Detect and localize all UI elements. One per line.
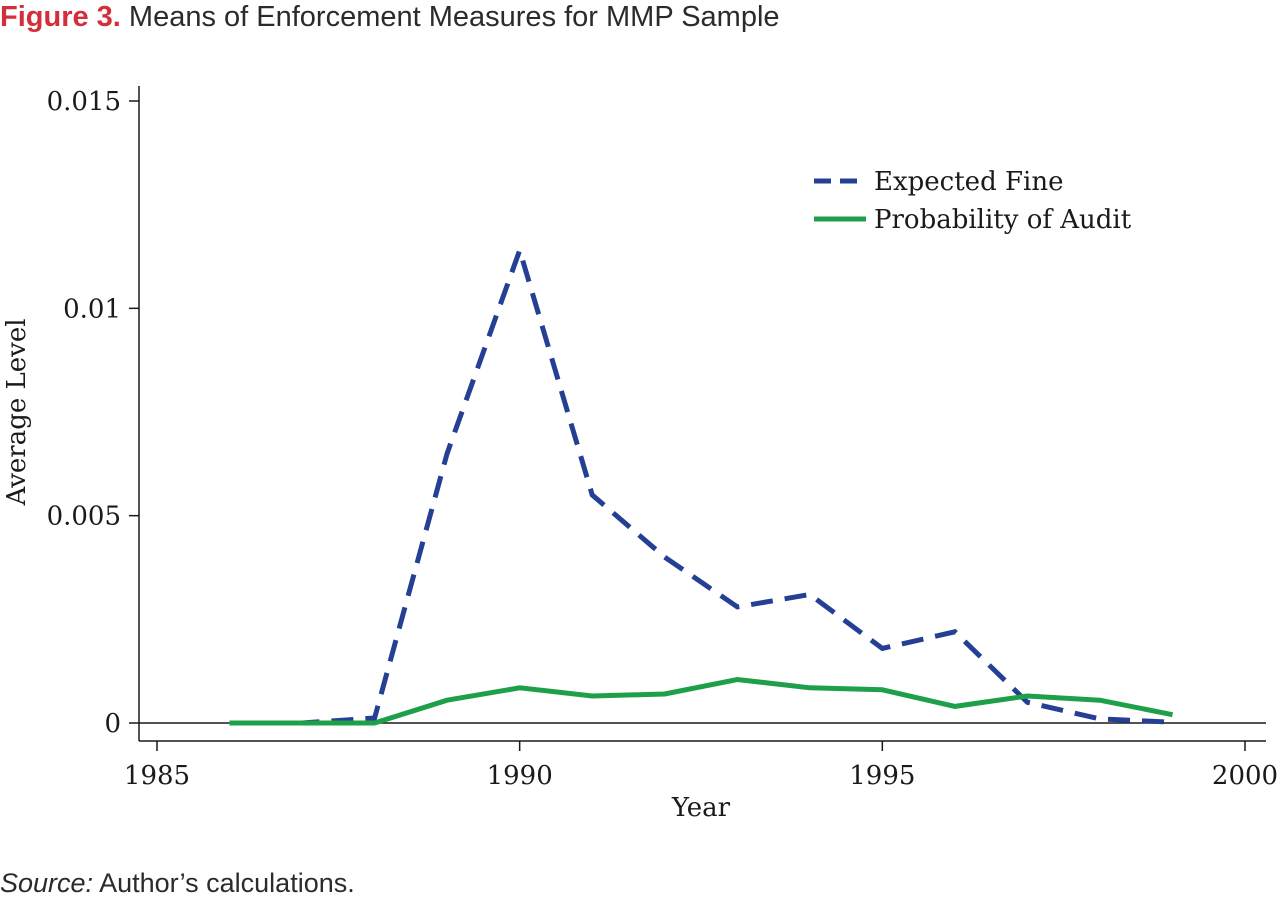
source-note: Source: Author’s calculations. — [0, 866, 355, 900]
figure-label: Figure 3. — [0, 1, 121, 33]
y-tick-label: 0.015 — [47, 87, 121, 117]
figure-title-text: Means of Enforcement Measures for MMP Sa… — [128, 1, 780, 33]
x-tick-label: 1995 — [849, 761, 915, 791]
x-tick-label: 2000 — [1212, 761, 1278, 791]
x-ticks: 1985 1990 1995 2000 — [124, 741, 1278, 791]
figure-title: Figure 3. Means of Enforcement Measures … — [0, 0, 780, 36]
y-ticks: 0 0.005 0.01 0.015 — [47, 87, 139, 739]
legend-label-probability-of-audit: Probability of Audit — [874, 205, 1132, 235]
series-line-probability-of-audit — [229, 676, 1173, 726]
y-axis-title: Average Level — [2, 318, 32, 506]
y-tick-label: 0.005 — [47, 502, 121, 532]
series-line-expected-fine — [229, 242, 1173, 726]
x-axis-title: Year — [671, 793, 731, 823]
source-text: Author’s calculations. — [99, 868, 355, 898]
legend-label-expected-fine: Expected Fine — [874, 167, 1063, 197]
y-tick-label: 0 — [104, 709, 121, 739]
x-tick-label: 1985 — [124, 761, 190, 791]
line-chart: 0 0.005 0.01 0.015 1985 1990 1995 2000 Expecte… — [2, 86, 1278, 823]
source-label: Source: — [0, 868, 94, 898]
x-tick-label: 1990 — [487, 761, 553, 791]
y-tick-label: 0.01 — [63, 294, 121, 324]
legend: Expected Fine Probability of Audit — [814, 167, 1132, 235]
series-layer — [229, 242, 1173, 726]
